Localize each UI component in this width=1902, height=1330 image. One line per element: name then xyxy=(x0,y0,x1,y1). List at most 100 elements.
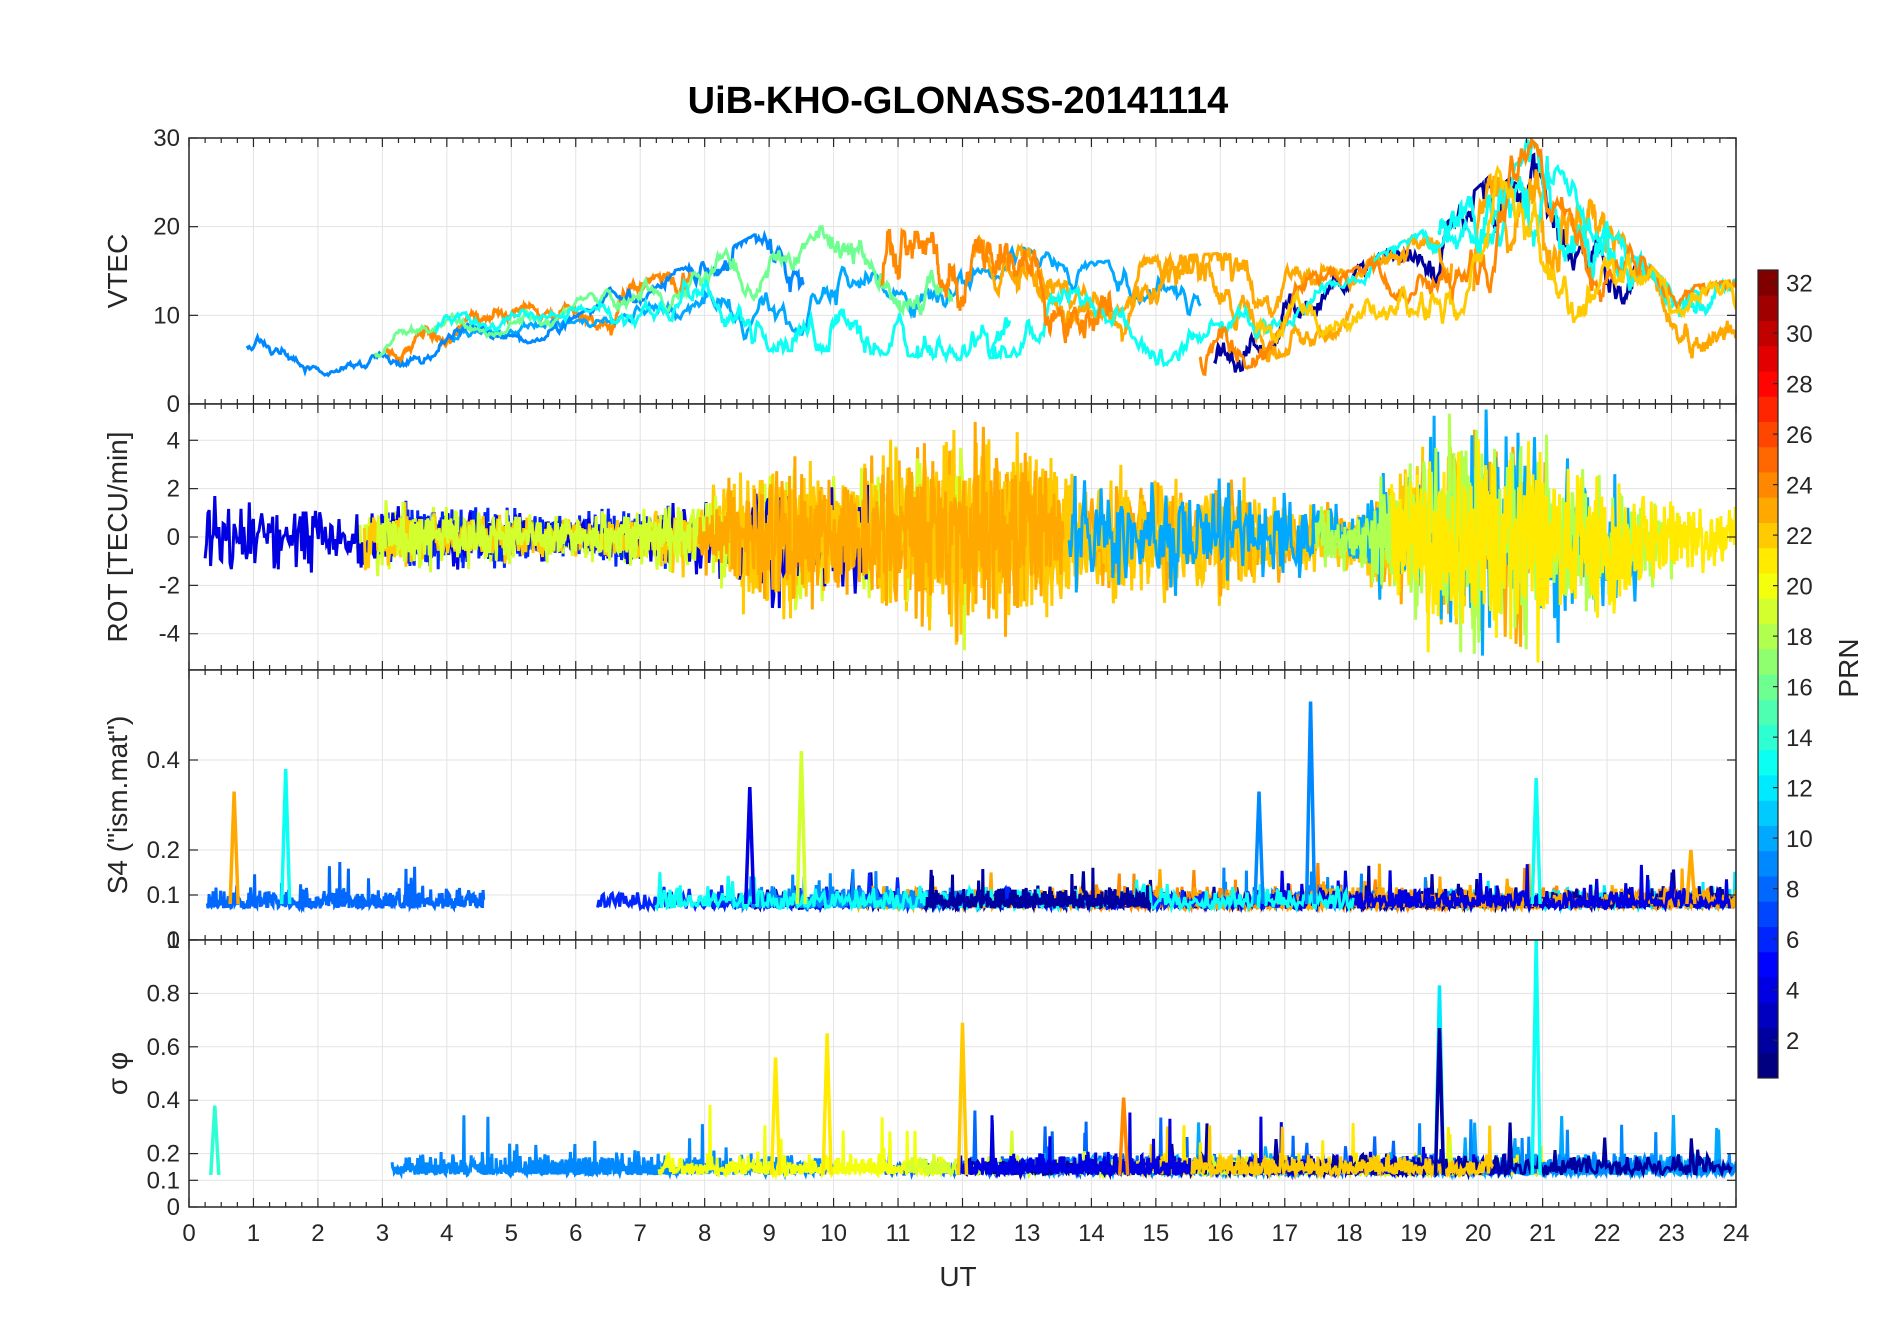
trace-prn-24 xyxy=(384,270,691,368)
trace-prn-22 xyxy=(1135,1125,1495,1181)
y-tick-label: 0 xyxy=(167,391,180,418)
spike-prn-21 xyxy=(821,1033,833,1176)
x-tick-label: 23 xyxy=(1658,1220,1685,1247)
colorbar-segment xyxy=(1758,345,1778,372)
y-tick-label: 0 xyxy=(167,1194,180,1221)
trace-prn-23 xyxy=(697,421,1065,642)
trace-prn-21 xyxy=(1390,439,1736,663)
trace-prn-8 xyxy=(205,861,486,914)
colorbar-segment xyxy=(1758,648,1778,675)
trace-prn-24 xyxy=(880,227,1114,344)
y-tick-label: 0.2 xyxy=(147,1141,180,1168)
y-tick-label: 1 xyxy=(167,927,180,954)
colorbar-tick-label: 18 xyxy=(1786,624,1813,651)
colorbar-segment xyxy=(1758,396,1778,422)
colorbar-tick-label: 22 xyxy=(1786,523,1813,550)
traces xyxy=(205,701,1736,915)
colorbar-segment xyxy=(1758,598,1778,624)
y-tick-label: 0 xyxy=(167,927,180,954)
colorbar-segment xyxy=(1758,977,1778,1003)
x-tick-label: 19 xyxy=(1400,1220,1427,1247)
colorbar-tick-label: 4 xyxy=(1786,978,1799,1005)
x-tick-label: 3 xyxy=(376,1220,389,1247)
x-tick-label: 4 xyxy=(440,1220,453,1247)
y-tick-label: 0.1 xyxy=(147,882,180,909)
colorbar-segment xyxy=(1758,926,1778,953)
y-tick-label: 20 xyxy=(153,214,180,241)
panel-sigma-phi: 00.10.20.40.60.81σ φ xyxy=(102,927,1737,1221)
colorbar-segment xyxy=(1758,724,1778,751)
spike-prn-13 xyxy=(279,768,292,905)
spike-prn-23 xyxy=(228,791,240,905)
y-tick-label: 0.4 xyxy=(147,1087,180,1114)
x-tick-label: 8 xyxy=(698,1220,711,1247)
traces xyxy=(203,409,1736,663)
spike-prn-4 xyxy=(744,786,756,905)
colorbar-tick-label: 32 xyxy=(1786,271,1813,298)
colorbar-segment xyxy=(1758,951,1778,978)
x-tick-label: 17 xyxy=(1271,1220,1298,1247)
spike-prn-21 xyxy=(769,1057,782,1176)
x-tick-label: 10 xyxy=(820,1220,847,1247)
colorbar-label: PRN xyxy=(1833,638,1864,697)
panel-rot: -4 -2 0 2 4 ROT [TECU/min] xyxy=(102,403,1737,671)
colorbar-segment xyxy=(1758,522,1778,549)
colorbar-tick-label: 14 xyxy=(1786,725,1813,752)
spike-prn-24 xyxy=(1117,1097,1130,1176)
colorbar-tick-label: 24 xyxy=(1786,473,1813,500)
colorbar-segment xyxy=(1758,901,1778,927)
colorbar-tick-label: 20 xyxy=(1786,574,1813,601)
panel-s4: 0 0.1 0.2 0.4 S4 ("ism.mat") xyxy=(102,669,1737,954)
colorbar-tick-label: 12 xyxy=(1786,776,1813,803)
trace-prn-13 xyxy=(1437,155,1736,317)
colorbar-segment xyxy=(1758,295,1778,321)
x-tick-label: 14 xyxy=(1078,1220,1105,1247)
colorbar-segment xyxy=(1758,674,1778,700)
trace-prn-20 xyxy=(657,1104,948,1181)
y-axis-label: S4 ("ism.mat") xyxy=(102,716,133,895)
x-tick-label: 9 xyxy=(762,1220,775,1247)
x-tick-label: 15 xyxy=(1143,1220,1170,1247)
trace-prn-2 xyxy=(924,867,1152,914)
x-tick-label: 12 xyxy=(949,1220,976,1247)
colorbar-segment xyxy=(1758,371,1778,397)
spike-prn-13 xyxy=(1530,940,1542,1175)
colorbar-tick-label: 6 xyxy=(1786,927,1799,954)
y-tick-label: 0 xyxy=(167,524,180,551)
colorbar-segment xyxy=(1758,446,1778,473)
y-tick-label: 0.1 xyxy=(147,1167,180,1194)
colorbar-segment xyxy=(1758,1027,1778,1054)
y-tick-label: 30 xyxy=(153,125,180,152)
colorbar-box xyxy=(1757,269,1779,1079)
colorbar-tick-label: 28 xyxy=(1786,372,1813,399)
traces xyxy=(245,138,1736,378)
colorbar-segment xyxy=(1758,547,1778,574)
panel-vtec: 0 10 20 30 VTEC xyxy=(102,125,1737,418)
colorbar-segment xyxy=(1758,472,1778,498)
spike-prn-19 xyxy=(795,750,808,905)
colorbar-segment xyxy=(1758,800,1778,826)
spike-prn-23 xyxy=(1685,849,1697,905)
colorbar-segment xyxy=(1758,270,1778,296)
x-tick-label: 2 xyxy=(311,1220,324,1247)
spike-prn-2 xyxy=(1433,1028,1446,1176)
traces xyxy=(209,940,1736,1181)
x-tick-label: 0 xyxy=(182,1220,195,1247)
x-tick-label: 5 xyxy=(505,1220,518,1247)
colorbar-tick-label: 10 xyxy=(1786,826,1813,853)
colorbar-segment xyxy=(1758,320,1778,347)
x-ticks xyxy=(188,138,1737,404)
x-ticks xyxy=(188,670,1737,940)
spike-prn-9 xyxy=(1304,701,1317,905)
spike-prn-14 xyxy=(209,1105,221,1176)
colorbar-segment xyxy=(1758,876,1778,902)
trace-prn-10 xyxy=(451,244,1202,343)
colorbar-tick-label: 26 xyxy=(1786,422,1813,449)
x-tick-label: 24 xyxy=(1723,1220,1750,1247)
colorbar-tick-label: 30 xyxy=(1786,321,1813,348)
x-ticks xyxy=(188,940,1737,1207)
colorbar-segment xyxy=(1758,775,1778,801)
trace-prn-19 xyxy=(375,496,737,589)
